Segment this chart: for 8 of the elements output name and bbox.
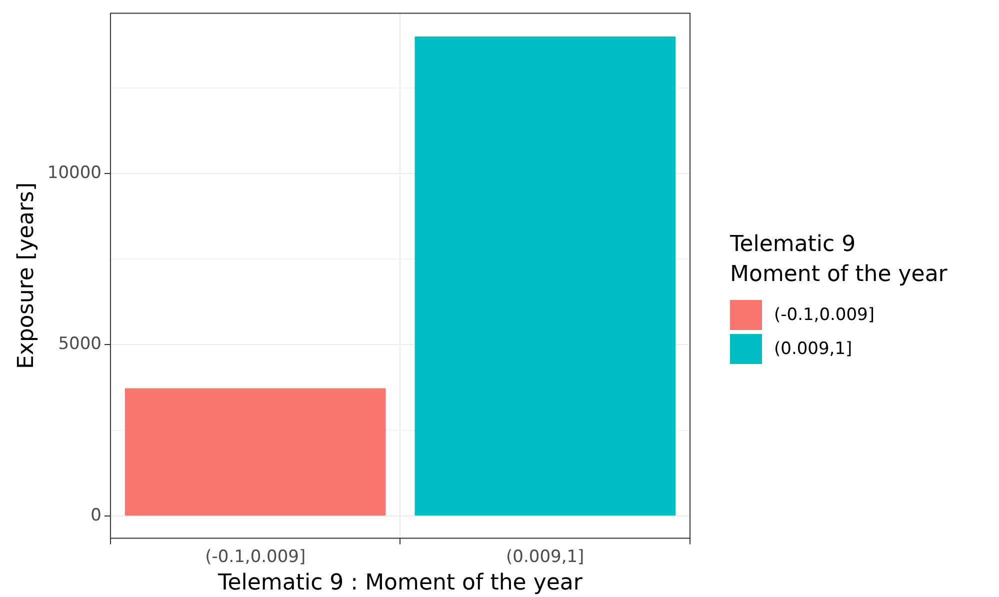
y-tick-label: 0 [90, 505, 102, 526]
legend-label: (-0.1,0.009] [774, 304, 875, 324]
y-tick-label: 5000 [58, 334, 102, 354]
legend-label: (0.009,1] [774, 338, 852, 358]
x-axis-title: Telematic 9 : Moment of the year [217, 570, 584, 596]
legend-title: Telematic 9 Moment of the year [730, 230, 948, 288]
y-tick-label: 10000 [47, 162, 102, 183]
y-axis-title: Exposure [years] [14, 182, 39, 369]
